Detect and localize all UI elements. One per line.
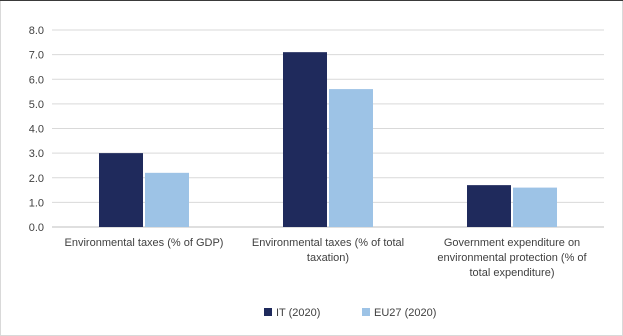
top-border (0, 0, 623, 1)
y-tick-label: 6.0 (29, 74, 44, 86)
x-axis: Environmental taxes (% of GDP) Environmen… (65, 237, 588, 279)
legend: IT (2020) EU27 (2020) (264, 307, 436, 319)
category-label: environmental protection (% of (437, 252, 587, 264)
bar-it-1 (283, 52, 327, 227)
category-label: Environmental taxes (% of GDP) (65, 237, 224, 249)
y-tick-label: 8.0 (29, 25, 44, 37)
category-label: taxation) (307, 252, 349, 264)
legend-label-it: IT (2020) (276, 307, 320, 319)
y-tick-label: 7.0 (29, 50, 44, 62)
y-axis: 0.0 1.0 2.0 3.0 4.0 5.0 6.0 7.0 8.0 (29, 25, 44, 234)
y-tick-label: 2.0 (29, 173, 44, 185)
legend-swatch-eu27 (362, 308, 370, 316)
legend-label-eu27: EU27 (2020) (374, 307, 436, 319)
y-tick-label: 0.0 (29, 222, 44, 234)
y-tick-label: 4.0 (29, 124, 44, 136)
category-label: Environmental taxes (% of total (252, 237, 404, 249)
gridlines (52, 29, 604, 228)
bar-eu27-2 (513, 187, 557, 227)
bar-it-0 (99, 153, 143, 227)
bars (99, 52, 557, 227)
bar-it-2 (467, 185, 511, 227)
y-tick-label: 5.0 (29, 99, 44, 111)
category-label: Government expenditure on (444, 237, 580, 249)
bar-eu27-1 (329, 89, 373, 227)
legend-swatch-it (264, 308, 272, 316)
y-tick-label: 1.0 (29, 197, 44, 209)
bar-eu27-0 (145, 172, 189, 227)
category-label: total expenditure) (470, 267, 555, 279)
y-tick-label: 3.0 (29, 148, 44, 160)
